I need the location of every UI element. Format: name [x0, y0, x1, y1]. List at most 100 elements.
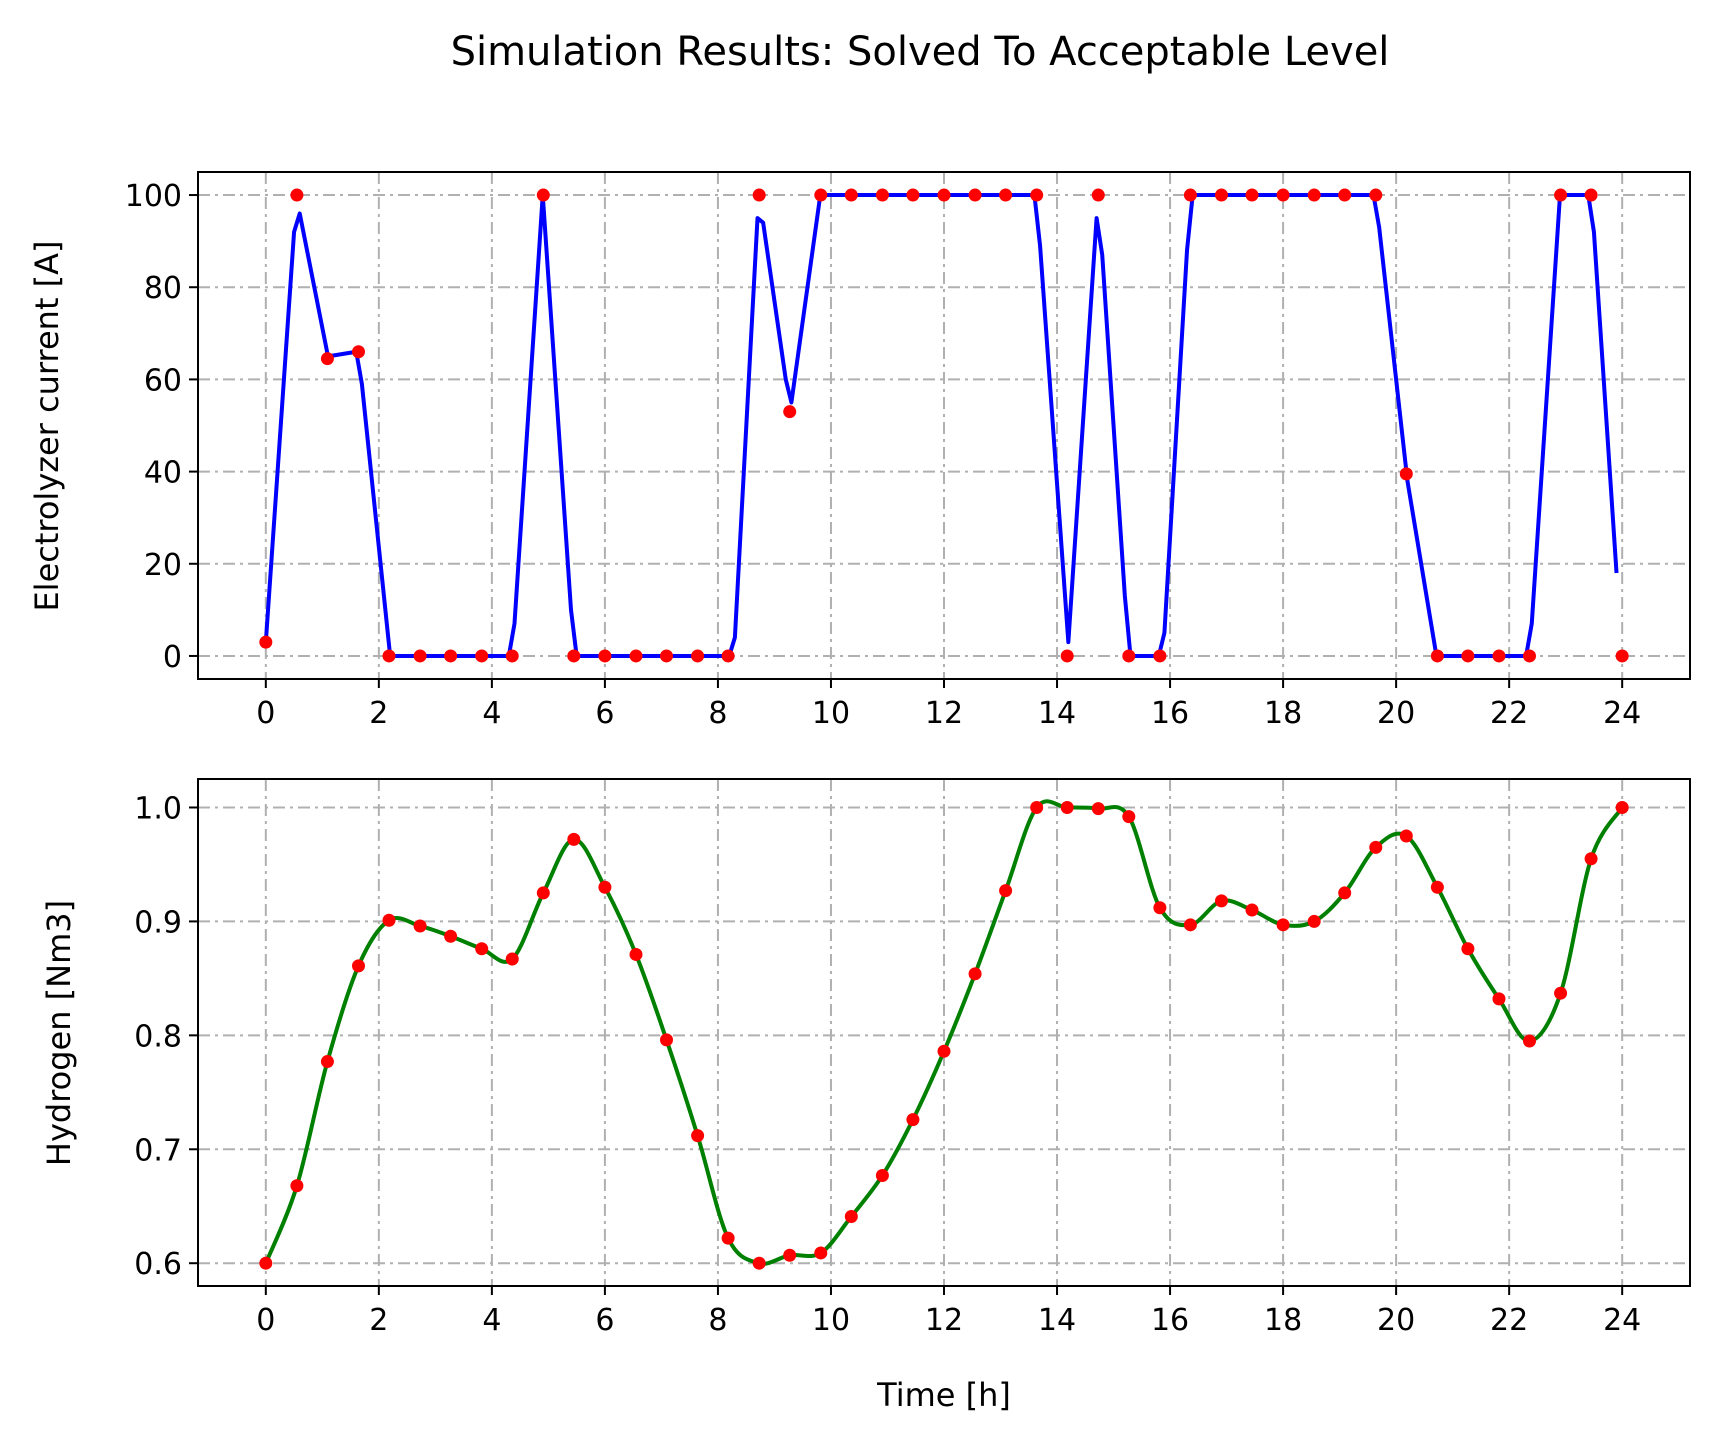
x-tick-label: 4	[482, 1303, 501, 1338]
x-tick-label: 0	[256, 1303, 275, 1338]
data-point	[320, 352, 334, 366]
y-tick-label: 60	[144, 363, 182, 398]
data-point	[1554, 986, 1568, 1000]
data-point	[352, 959, 366, 973]
data-point	[1492, 992, 1506, 1006]
y-tick-label: 20	[144, 548, 182, 583]
x-tick-label: 8	[708, 1303, 727, 1338]
data-point	[968, 967, 982, 981]
x-tick-label: 24	[1603, 696, 1641, 731]
x-tick-label: 18	[1264, 696, 1302, 731]
x-axis-label: Time [h]	[876, 1376, 1011, 1414]
y-axis-label: Hydrogen [Nm3]	[40, 900, 78, 1166]
data-point	[691, 1129, 705, 1143]
data-point	[1338, 188, 1352, 202]
x-tick-label: 22	[1490, 1303, 1528, 1338]
data-point	[1430, 880, 1444, 894]
x-tick-label: 16	[1151, 696, 1189, 731]
y-tick-label: 0.8	[134, 1019, 182, 1054]
data-point	[1245, 903, 1259, 917]
data-point	[1307, 188, 1321, 202]
data-point	[629, 649, 643, 663]
data-point	[1430, 649, 1444, 663]
data-point	[413, 919, 427, 933]
y-tick-label: 100	[125, 179, 182, 214]
data-point	[382, 649, 396, 663]
x-tick-label: 10	[812, 1303, 850, 1338]
data-point	[1183, 188, 1197, 202]
data-point	[536, 188, 550, 202]
data-point	[290, 1179, 304, 1193]
data-point	[968, 188, 982, 202]
data-point	[1060, 800, 1074, 814]
data-point	[290, 188, 304, 202]
data-point	[598, 649, 612, 663]
data-point	[1060, 649, 1074, 663]
data-point	[1369, 188, 1383, 202]
data-point	[814, 1246, 828, 1260]
data-point	[1584, 188, 1598, 202]
y-tick-label: 0.7	[134, 1133, 182, 1168]
x-tick-label: 12	[925, 696, 963, 731]
x-tick-label: 0	[256, 696, 275, 731]
data-point	[1030, 188, 1044, 202]
data-point	[660, 649, 674, 663]
data-point	[906, 188, 920, 202]
data-point	[1615, 800, 1629, 814]
x-tick-label: 2	[369, 1303, 388, 1338]
data-point	[1122, 649, 1136, 663]
data-point	[1183, 918, 1197, 932]
data-point	[1030, 800, 1044, 814]
plot-frame	[197, 778, 1691, 1287]
data-point	[660, 1033, 674, 1047]
data-point	[1122, 810, 1136, 824]
data-point	[1369, 840, 1383, 854]
data-point	[567, 832, 581, 846]
data-point	[1584, 852, 1598, 866]
data-point	[752, 1256, 766, 1270]
data-point	[721, 1231, 735, 1245]
data-point	[567, 649, 581, 663]
data-point	[1276, 918, 1290, 932]
data-point	[1214, 188, 1228, 202]
data-point	[999, 884, 1013, 898]
data-point	[475, 942, 489, 956]
figure-title: Simulation Results: Solved To Acceptable…	[451, 29, 1390, 75]
data-point	[1245, 188, 1259, 202]
data-point	[1276, 188, 1290, 202]
x-tick-label: 6	[595, 696, 614, 731]
data-point	[937, 1044, 951, 1058]
data-point	[320, 1055, 334, 1069]
data-point	[814, 188, 828, 202]
x-tick-label: 8	[708, 696, 727, 731]
y-tick-label: 0	[163, 640, 182, 675]
data-point	[1153, 901, 1167, 915]
y-tick-label: 0.9	[134, 905, 182, 940]
data-point	[1615, 649, 1629, 663]
data-point	[536, 886, 550, 900]
data-point	[1461, 942, 1475, 956]
data-point	[475, 649, 489, 663]
data-point	[783, 1248, 797, 1262]
data-point	[937, 188, 951, 202]
data-point	[783, 405, 797, 419]
x-tick-label: 20	[1377, 696, 1415, 731]
data-point	[1214, 894, 1228, 908]
y-tick-label: 0.6	[134, 1247, 182, 1282]
data-point	[259, 1256, 273, 1270]
data-point	[1461, 649, 1475, 663]
data-point	[444, 929, 458, 943]
data-point	[1522, 649, 1536, 663]
data-point	[1307, 914, 1321, 928]
data-point	[444, 649, 458, 663]
x-tick-label: 16	[1151, 1303, 1189, 1338]
data-point	[629, 947, 643, 961]
x-tick-label: 12	[925, 1303, 963, 1338]
x-tick-label: 2	[369, 696, 388, 731]
x-tick-label: 22	[1490, 696, 1528, 731]
x-tick-label: 10	[812, 696, 850, 731]
data-point	[844, 1210, 858, 1224]
data-point	[382, 913, 396, 927]
hydrogen-panel: 0 2 4 6 8 10 12 14 16 18 20 22 240.60.70.80.91.0 Hyd…	[40, 778, 1691, 1414]
